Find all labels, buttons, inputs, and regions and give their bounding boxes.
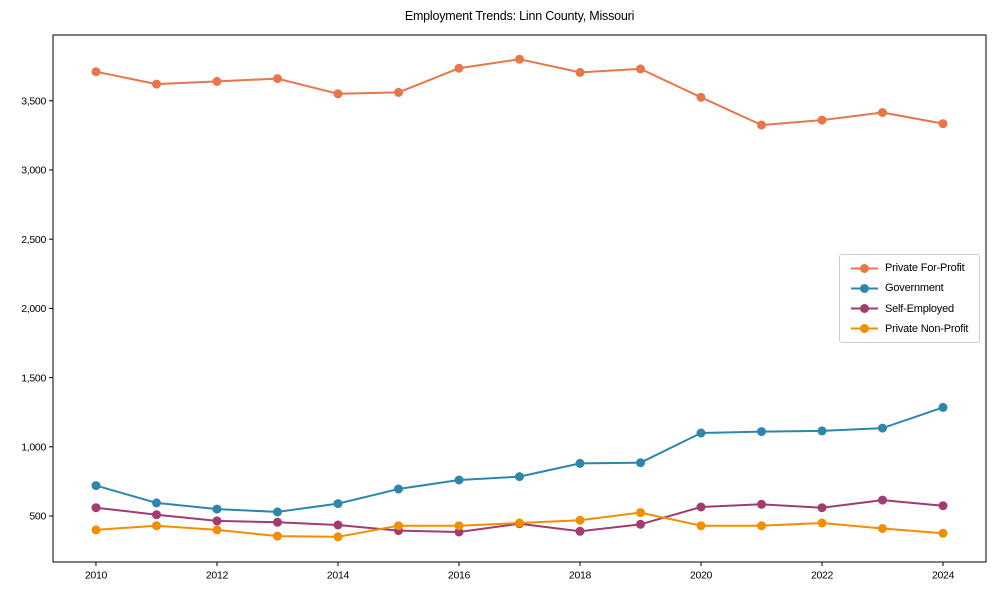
data-point-marker xyxy=(454,527,464,537)
data-point-marker xyxy=(636,519,645,529)
x-axis-tick-label: 2014 xyxy=(327,570,350,582)
data-point-marker xyxy=(394,521,403,531)
data-point-marker xyxy=(454,63,464,73)
series-line xyxy=(95,406,944,513)
data-point-marker xyxy=(212,76,222,86)
data-point-marker xyxy=(394,87,403,97)
series-private-non-profit xyxy=(91,508,948,542)
legend-item: Private For-Profit xyxy=(850,258,975,278)
data-point-marker xyxy=(333,520,343,530)
y-axis-tick-label: 3,500 xyxy=(21,95,46,107)
data-point-marker xyxy=(636,64,645,74)
data-point-marker xyxy=(938,501,948,511)
x-axis-tick-label: 2010 xyxy=(85,570,108,582)
y-axis-tick-label: 500 xyxy=(29,511,46,523)
data-point-marker xyxy=(212,504,222,514)
data-point-marker xyxy=(817,115,827,125)
data-point-marker xyxy=(938,402,948,412)
data-point-marker xyxy=(212,525,222,535)
x-axis-tick-label: 2020 xyxy=(690,570,713,582)
plot-frame xyxy=(52,34,987,563)
x-axis-tick-label: 2012 xyxy=(206,570,229,582)
data-point-marker xyxy=(757,427,766,437)
data-point-marker xyxy=(696,502,706,512)
series-government xyxy=(91,402,948,517)
data-point-marker xyxy=(878,108,887,117)
legend-line-marker-icon xyxy=(851,304,878,314)
y-axis-tick-label: 1,000 xyxy=(21,442,46,454)
data-point-marker xyxy=(757,521,766,531)
data-point-marker xyxy=(938,119,948,129)
x-axis-tick-label: 2018 xyxy=(569,570,592,582)
legend-item: Private Non-Profit xyxy=(850,319,975,339)
data-point-marker xyxy=(333,532,343,542)
data-point-marker xyxy=(575,515,585,525)
legend-label: Government xyxy=(885,282,944,295)
data-point-marker xyxy=(212,516,222,526)
data-point-marker xyxy=(91,525,101,535)
legend-item: Government xyxy=(850,278,975,298)
data-point-marker xyxy=(152,498,161,508)
data-point-marker xyxy=(636,508,645,518)
data-point-marker xyxy=(515,54,524,64)
legend-line-marker-icon xyxy=(851,283,878,293)
data-point-marker xyxy=(333,499,343,509)
data-point-marker xyxy=(938,528,948,538)
legend: Private For-Profit Government Self-Employe… xyxy=(839,254,980,343)
legend-line-marker-icon xyxy=(851,324,878,334)
data-point-marker xyxy=(515,472,524,482)
legend-label: Private Non-Profit xyxy=(885,322,969,335)
data-point-marker xyxy=(575,526,585,536)
data-point-marker xyxy=(575,458,585,468)
data-point-marker xyxy=(273,507,282,517)
data-point-marker xyxy=(91,503,101,513)
data-point-marker xyxy=(333,89,343,99)
data-point-marker xyxy=(152,79,161,89)
data-point-marker xyxy=(152,510,161,520)
x-axis-tick-label: 2022 xyxy=(811,570,834,582)
data-point-marker xyxy=(273,531,282,541)
data-point-marker xyxy=(878,524,887,533)
x-axis-tick-label: 2024 xyxy=(932,570,955,582)
data-point-marker xyxy=(817,518,827,528)
data-point-marker xyxy=(878,423,887,433)
data-point-marker xyxy=(515,518,524,528)
legend-item: Self-Employed xyxy=(850,299,975,319)
series-line xyxy=(95,58,944,126)
data-point-marker xyxy=(91,67,101,77)
legend-label: Private For-Profit xyxy=(885,262,965,275)
data-point-marker xyxy=(394,484,403,494)
y-axis-tick-label: 2,000 xyxy=(21,303,46,315)
data-point-marker xyxy=(273,74,282,84)
x-axis-tick-label: 2016 xyxy=(448,570,471,582)
data-point-marker xyxy=(454,521,464,531)
y-axis-tick-label: 2,500 xyxy=(21,234,46,246)
data-point-marker xyxy=(696,92,706,102)
data-point-marker xyxy=(273,517,282,527)
series-private-for-profit xyxy=(91,54,948,130)
data-point-marker xyxy=(696,521,706,531)
y-axis-tick-label: 3,000 xyxy=(21,165,46,177)
data-point-marker xyxy=(817,426,827,436)
data-point-marker xyxy=(757,120,766,130)
data-point-marker xyxy=(696,428,706,438)
legend-label: Self-Employed xyxy=(885,302,954,315)
legend-line-marker-icon xyxy=(851,263,878,273)
data-point-marker xyxy=(878,495,887,505)
data-point-marker xyxy=(454,475,464,485)
chart-title: Employment Trends: Linn County, Missouri xyxy=(404,9,635,23)
data-point-marker xyxy=(152,521,161,531)
data-point-marker xyxy=(575,67,585,77)
data-point-marker xyxy=(91,481,101,491)
y-axis-tick-label: 1,500 xyxy=(21,372,46,384)
data-point-marker xyxy=(817,503,827,513)
data-point-marker xyxy=(636,458,645,468)
data-point-marker xyxy=(757,499,766,509)
